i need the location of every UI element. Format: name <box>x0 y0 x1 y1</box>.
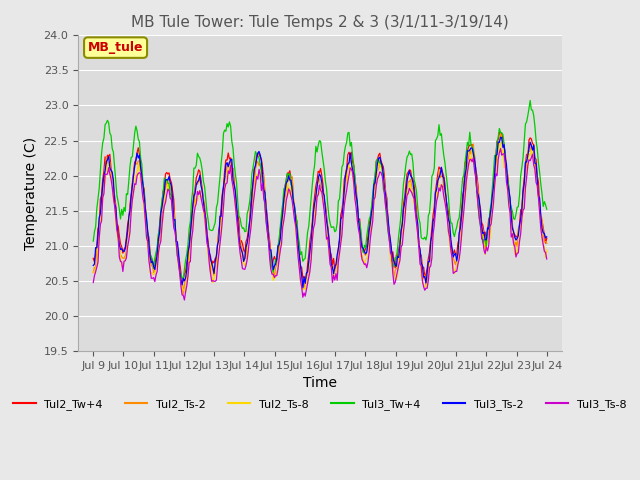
Tul2_Ts-2 <box>324 227 332 233</box>
Tul3_Ts-8 <box>497 146 504 152</box>
Tul2_Ts-2 <box>481 246 489 252</box>
Tul3_Tw+4 <box>324 201 332 207</box>
Tul3_Tw+4 <box>526 97 534 103</box>
Tul3_Ts-8 <box>324 234 332 240</box>
Tul2_Tw+4 <box>414 226 422 232</box>
Tul3_Ts-2 <box>90 263 97 268</box>
Tul3_Tw+4 <box>90 238 97 244</box>
Tul2_Ts-8 <box>414 230 422 236</box>
X-axis label: Time: Time <box>303 376 337 390</box>
Tul2_Tw+4 <box>497 130 504 135</box>
Line: Tul2_Tw+4: Tul2_Tw+4 <box>93 132 547 285</box>
Tul2_Ts-8 <box>182 290 189 296</box>
Tul3_Ts-2 <box>105 154 113 159</box>
Tul3_Ts-8 <box>180 297 188 303</box>
Tul2_Ts-8 <box>119 264 127 270</box>
Tul2_Ts-2 <box>119 255 127 261</box>
Tul3_Tw+4 <box>414 204 422 210</box>
Tul3_Tw+4 <box>541 202 549 208</box>
Tul2_Ts-8 <box>90 269 97 275</box>
Tul3_Ts-2 <box>481 237 489 242</box>
Tul3_Ts-2 <box>541 235 549 241</box>
Tul3_Ts-8 <box>119 269 127 275</box>
Tul2_Tw+4 <box>481 229 489 235</box>
Line: Tul3_Ts-8: Tul3_Ts-8 <box>93 149 547 300</box>
Tul2_Tw+4 <box>90 255 97 261</box>
Tul2_Ts-8 <box>543 248 550 253</box>
Tul2_Ts-2 <box>105 163 113 168</box>
Tul2_Ts-8 <box>497 140 504 145</box>
Tul2_Ts-2 <box>543 240 550 246</box>
Tul3_Tw+4 <box>179 276 187 282</box>
Tul3_Ts-8 <box>541 250 549 255</box>
Tul3_Ts-2 <box>119 248 127 254</box>
Line: Tul3_Tw+4: Tul3_Tw+4 <box>93 100 547 279</box>
Tul2_Tw+4 <box>178 282 186 288</box>
Tul3_Ts-2 <box>414 220 422 226</box>
Tul2_Ts-2 <box>497 131 504 137</box>
Tul2_Ts-2 <box>541 239 549 244</box>
Tul3_Ts-8 <box>543 256 550 262</box>
Tul3_Tw+4 <box>481 238 489 244</box>
Line: Tul2_Ts-8: Tul2_Ts-8 <box>93 143 547 293</box>
Line: Tul3_Ts-2: Tul3_Ts-2 <box>93 137 547 288</box>
Tul2_Ts-8 <box>105 160 113 166</box>
Tul3_Ts-2 <box>497 134 504 140</box>
Title: MB Tule Tower: Tule Temps 2 & 3 (3/1/11-3/19/14): MB Tule Tower: Tule Temps 2 & 3 (3/1/11-… <box>131 15 509 30</box>
Tul2_Ts-2 <box>90 270 97 276</box>
Tul2_Tw+4 <box>119 250 127 256</box>
Tul2_Ts-2 <box>179 292 187 298</box>
Tul2_Tw+4 <box>541 240 549 246</box>
Tul3_Tw+4 <box>105 120 113 126</box>
Tul2_Tw+4 <box>324 224 332 229</box>
Tul3_Tw+4 <box>119 213 127 218</box>
Tul3_Ts-2 <box>543 234 550 240</box>
Tul2_Tw+4 <box>543 235 550 241</box>
Tul3_Ts-8 <box>481 251 489 257</box>
Tul3_Tw+4 <box>543 206 550 212</box>
Legend: Tul2_Tw+4, Tul2_Ts-2, Tul2_Ts-8, Tul3_Tw+4, Tul3_Ts-2, Tul3_Ts-8: Tul2_Tw+4, Tul2_Ts-2, Tul2_Ts-8, Tul3_Tw… <box>9 395 631 415</box>
Line: Tul2_Ts-2: Tul2_Ts-2 <box>93 134 547 295</box>
Tul2_Ts-8 <box>481 252 489 257</box>
Tul3_Ts-2 <box>299 285 307 291</box>
Tul2_Ts-2 <box>414 229 422 235</box>
Tul2_Ts-8 <box>541 254 549 260</box>
Text: MB_tule: MB_tule <box>88 41 143 54</box>
Tul3_Ts-8 <box>105 165 113 170</box>
Tul3_Ts-2 <box>324 225 332 231</box>
Y-axis label: Temperature (C): Temperature (C) <box>24 136 38 250</box>
Tul3_Ts-8 <box>414 231 422 237</box>
Tul3_Ts-8 <box>90 280 97 286</box>
Tul2_Ts-8 <box>324 237 332 242</box>
Tul2_Tw+4 <box>105 153 113 159</box>
